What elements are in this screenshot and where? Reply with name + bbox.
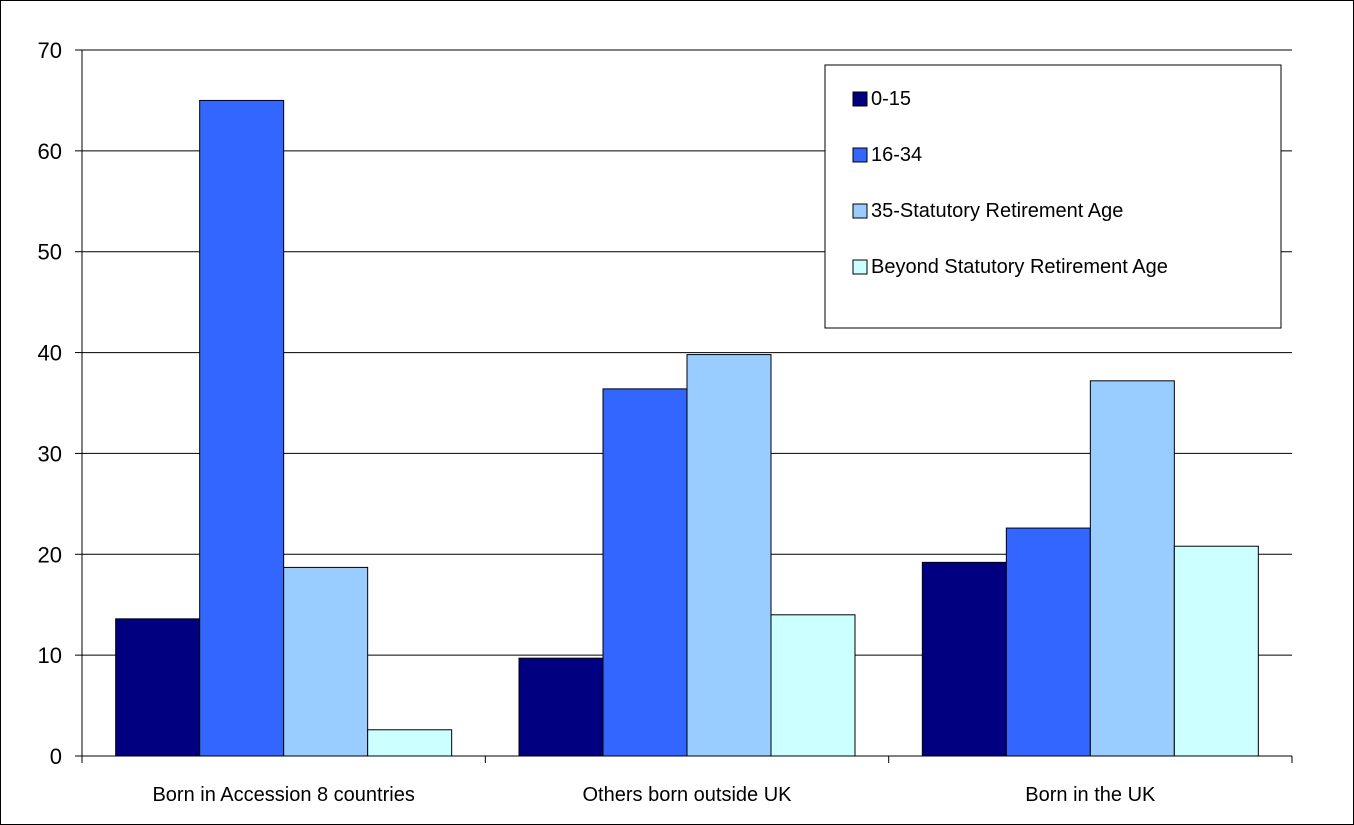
bar-others-born-outside-uk-16-34 [602,388,688,757]
legend: 0-15 16-34 35-Statutory Retirement Age Beyo… [824,64,1282,329]
y-axis-ticks: 0 10 20 30 40 50 60 70 [38,38,82,769]
y-tick-label: 60 [38,139,62,164]
y-tick-label: 0 [50,744,62,769]
bar-born-in-the-uk-0-15 [921,561,1007,757]
bar-born-in-accession-8-countries-beyond-statutory-retirement-age [367,729,453,757]
bar-others-born-outside-uk-35-statutory-retirement-age [686,354,772,757]
legend-swatch [852,147,868,163]
y-tick-label: 40 [38,341,62,366]
legend-swatch [852,203,868,219]
bar-born-in-the-uk-16-34 [1005,527,1091,757]
bar-born-in-accession-8-countries-35-statutory-retirement-age [283,566,369,757]
legend-swatch [852,259,868,275]
y-tick-label: 10 [38,643,62,668]
legend-label: Beyond Statutory Retirement Age [871,256,1168,278]
legend-box [824,64,1282,329]
legend-label: 16-34 [871,144,922,166]
x-axis-ticks: Born in Accession 8 countries Others born… [81,756,1293,806]
y-tick-label: 20 [38,542,62,567]
bar-born-in-accession-8-countries-0-15 [115,618,201,757]
x-category-label: Born in the UK [1025,784,1156,806]
bar-others-born-outside-uk-0-15 [518,657,604,757]
bar-others-born-outside-uk-beyond-statutory-retirement-age [770,614,856,757]
bar-born-in-the-uk-beyond-statutory-retirement-age [1173,545,1259,757]
x-category-label: Born in Accession 8 countries [152,784,414,806]
bars [115,99,1259,757]
legend-label: 35-Statutory Retirement Age [871,200,1123,222]
y-tick-label: 30 [38,441,62,466]
legend-swatch [852,91,868,107]
bar-born-in-accession-8-countries-16-34 [199,99,285,757]
y-tick-label: 50 [38,240,62,265]
legend-label: 0-15 [871,88,911,110]
bar-born-in-the-uk-35-statutory-retirement-age [1089,380,1175,757]
axes [81,50,1292,757]
x-category-label: Others born outside UK [583,784,793,806]
y-tick-label: 70 [38,38,62,63]
